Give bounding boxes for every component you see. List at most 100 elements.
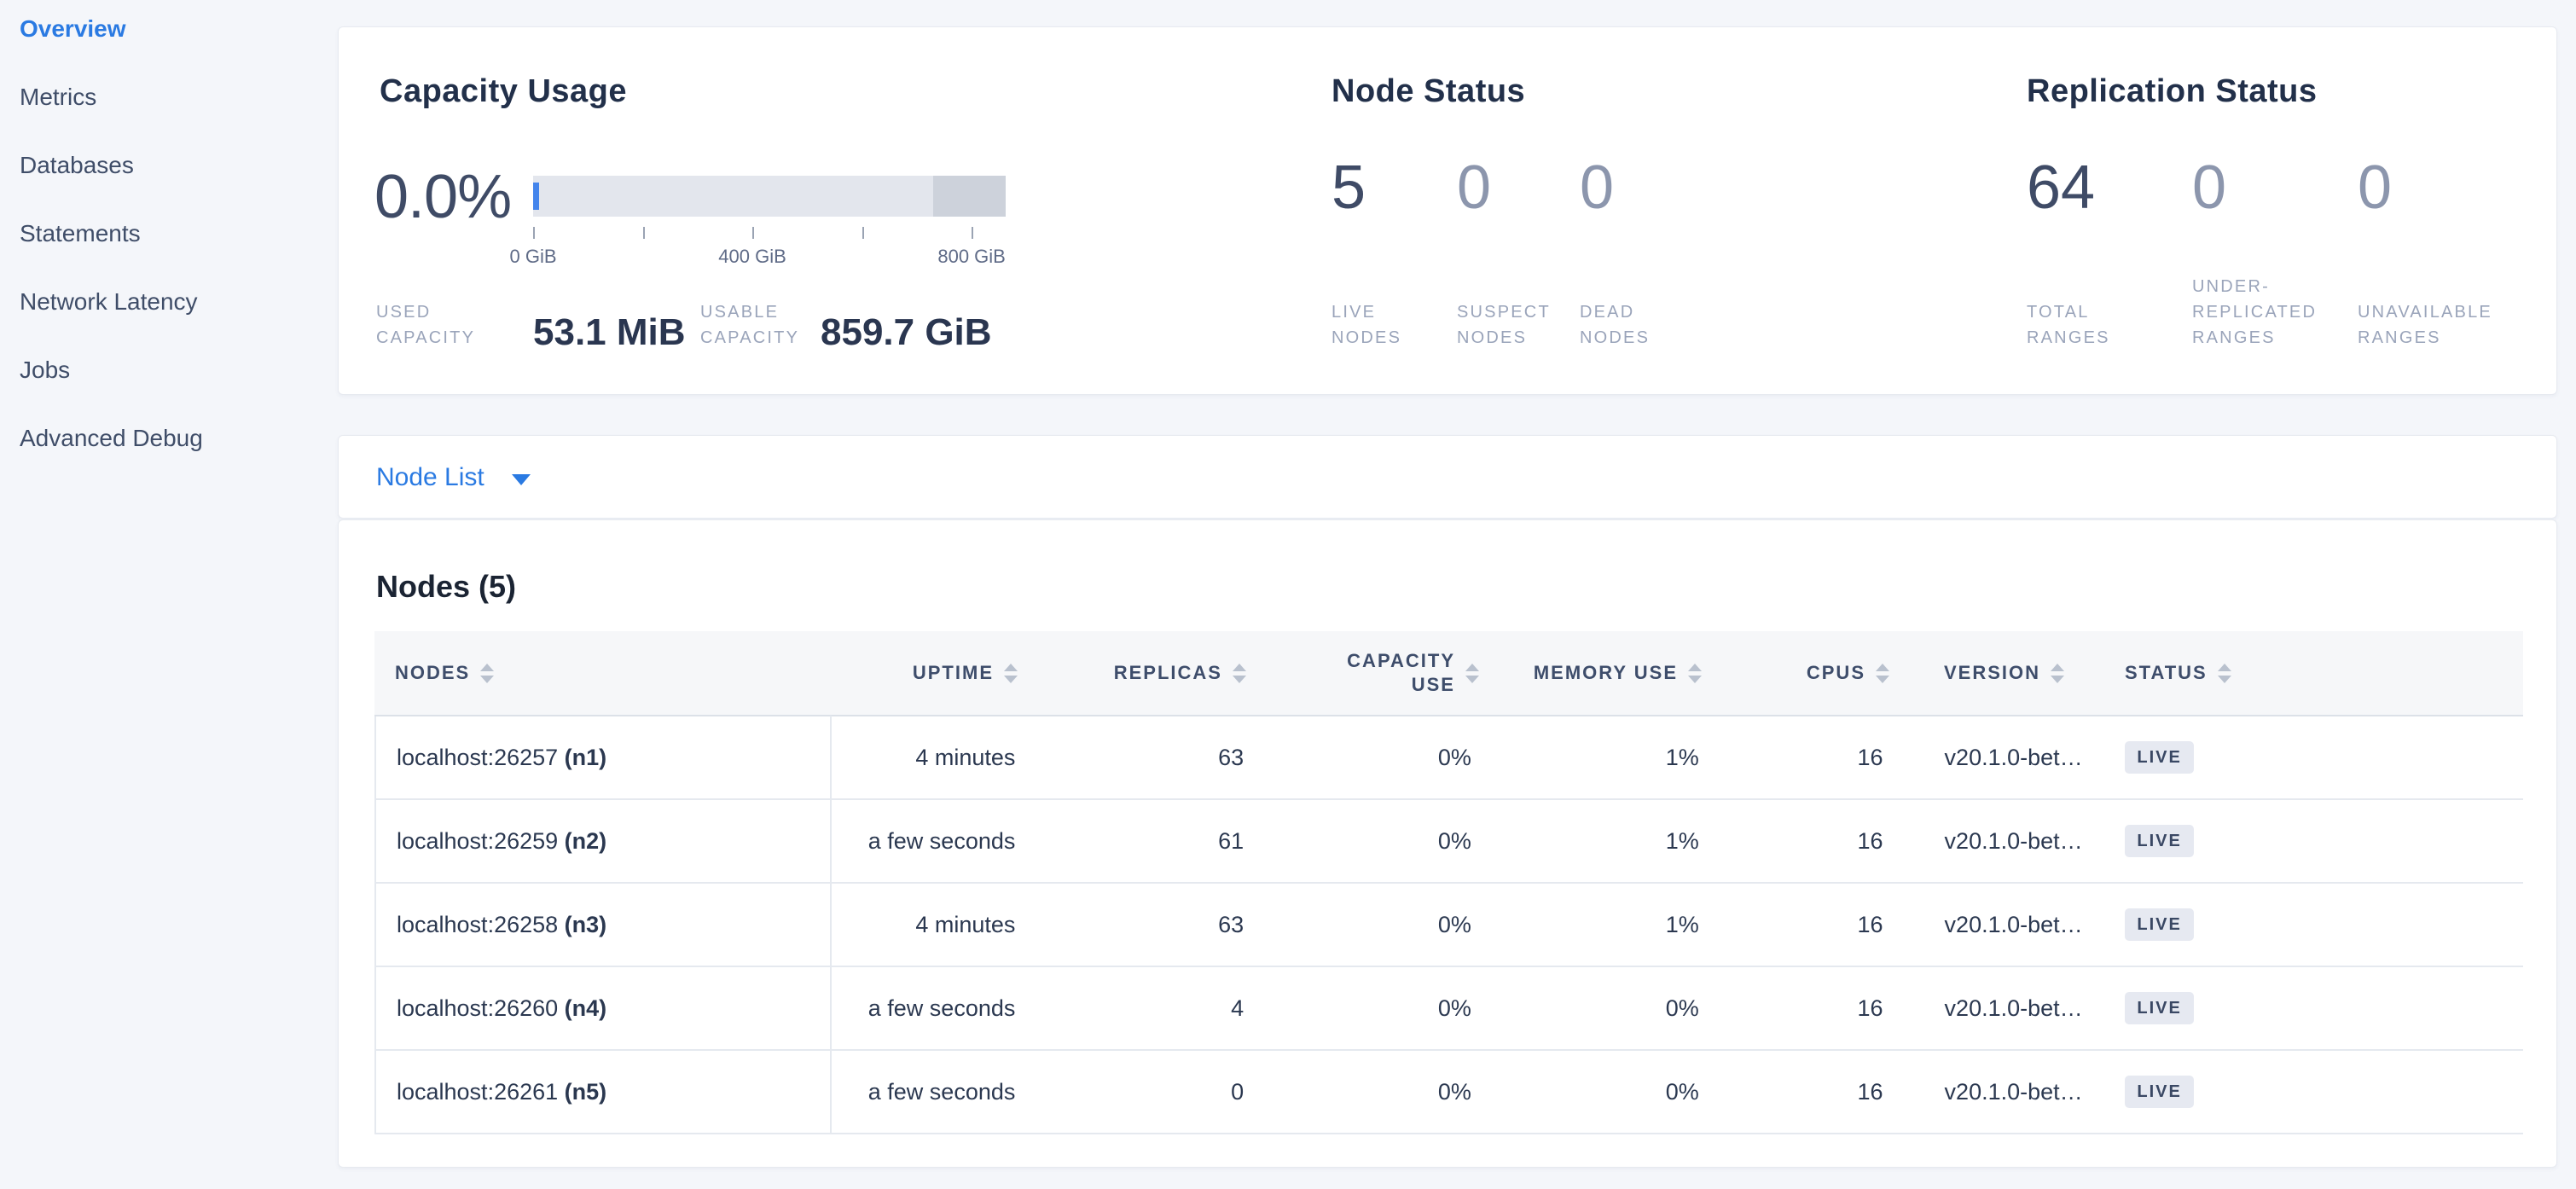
column-header-label: REPLICAS	[1113, 662, 1222, 683]
table-cell: v20.1.0-bet…	[1944, 911, 2083, 937]
table-cell: a few seconds	[829, 799, 1036, 883]
replication-stat-label: UNAVAILABLE RANGES	[2358, 303, 2492, 347]
column-header-nodes[interactable]: NODES	[374, 661, 828, 685]
table-cell: 61	[1218, 827, 1244, 854]
table-cell: LIVE	[2099, 908, 2523, 941]
capacity-stat-value: 53.1 MiB	[533, 311, 686, 353]
nodes-table: NODES UPTIME REPLICAS CAPACITY USE MEMORY US…	[374, 631, 2523, 1134]
sort-icon	[2217, 663, 2231, 683]
capacity-usage-title: Capacity Usage	[380, 73, 628, 109]
table-cell: localhost:26260 (n4)	[376, 995, 830, 1022]
gauge-tick	[533, 227, 535, 239]
node-list-bar: Node List	[338, 435, 2557, 519]
replication-stat-value: 0	[2192, 154, 2227, 222]
node-list-dropdown[interactable]: Node List	[376, 436, 531, 519]
replication-status-title: Replication Status	[2027, 73, 2318, 109]
table-cell: 0%	[1437, 827, 1471, 854]
capacity-stat-label: USABLE CAPACITY	[700, 303, 800, 347]
column-header-label: CAPACITY USE	[1347, 650, 1455, 695]
table-cell: v20.1.0-bet…	[1944, 995, 2083, 1021]
table-cell: v20.1.0-bet…	[1944, 744, 2083, 770]
table-cell: a few seconds	[829, 966, 1036, 1050]
node-row-n3[interactable]: localhost:26258 (n3) 4 minutes 63 0% 1% 16 v20…	[376, 883, 2523, 967]
node-row-n2[interactable]: localhost:26259 (n2) a few seconds 61 0% 1% 1…	[376, 799, 2523, 884]
node-row-n4[interactable]: localhost:26260 (n4) a few seconds 4 0% 0% 16…	[376, 966, 2523, 1051]
gauge-tick-label: 0 GiB	[509, 246, 557, 267]
status-badge: LIVE	[2125, 1076, 2194, 1108]
gauge-tick-label: 800 GiB	[937, 246, 1006, 267]
status-badge: LIVE	[2125, 992, 2194, 1024]
node-row-n5[interactable]: localhost:26261 (n5) a few seconds 0 0% 0% 16…	[376, 1050, 2523, 1134]
nodes-panel: Nodes (5) NODES UPTIME REPLICAS CAPACITY US…	[338, 519, 2557, 1168]
table-cell: localhost:26259 (n2)	[376, 828, 830, 855]
table-cell: LIVE	[2099, 825, 2523, 857]
sidebar-item-advanced-debug[interactable]: Advanced Debug	[20, 425, 203, 451]
column-header-label: STATUS	[2125, 662, 2208, 683]
sidebar-item-databases[interactable]: Databases	[20, 152, 134, 178]
column-header-version[interactable]: VERSION	[1903, 661, 2099, 685]
node-id: (n5)	[564, 1078, 607, 1105]
table-cell: v20.1.0-bet…	[1944, 1078, 2083, 1105]
capacity-stat-label: USED CAPACITY	[376, 303, 476, 347]
table-cell: 16	[1857, 744, 1883, 770]
node-id: (n2)	[564, 827, 607, 854]
capacity-stat-value: 859.7 GiB	[821, 311, 992, 353]
replication-stat-label: UNDER- REPLICATED RANGES	[2192, 277, 2318, 347]
node-id: (n4)	[564, 995, 607, 1021]
column-header-capacity-use[interactable]: CAPACITY USE	[1263, 649, 1491, 697]
column-header-replicas[interactable]: REPLICAS	[1035, 661, 1263, 685]
table-cell: 4	[1231, 995, 1244, 1021]
table-cell: 0%	[1665, 1078, 1699, 1105]
replication-stat-label: TOTAL RANGES	[2027, 303, 2110, 347]
table-cell: 16	[1857, 1078, 1883, 1105]
sidebar-item-metrics[interactable]: Metrics	[20, 84, 97, 110]
column-header-uptime[interactable]: UPTIME	[828, 661, 1035, 685]
sort-icon	[480, 663, 495, 683]
sort-icon	[1465, 663, 1479, 683]
sidebar-item-network-latency[interactable]: Network Latency	[20, 288, 198, 315]
replication-stat-value: 64	[2027, 154, 2096, 222]
node-row-n1[interactable]: localhost:26257 (n1) 4 minutes 63 0% 1% 16 v20…	[376, 716, 2523, 800]
capacity-gauge	[533, 176, 1006, 217]
table-cell: 1%	[1665, 911, 1699, 937]
table-cell: localhost:26258 (n3)	[376, 912, 830, 938]
node-status-stat-value: 0	[1580, 154, 1615, 222]
sort-icon	[1876, 663, 1889, 683]
sidebar-item-statements[interactable]: Statements	[20, 220, 141, 246]
column-header-cpus[interactable]: CPUS	[1719, 661, 1903, 685]
table-cell: 0	[1231, 1078, 1244, 1105]
status-badge: LIVE	[2125, 741, 2194, 774]
column-header-label: MEMORY USE	[1533, 662, 1678, 683]
node-address: localhost:26258 (n3)	[397, 911, 607, 937]
node-address: localhost:26261 (n5)	[397, 1078, 607, 1105]
node-address: localhost:26257 (n1)	[397, 744, 607, 770]
table-cell: 0%	[1665, 995, 1699, 1021]
gauge-tick	[642, 227, 645, 239]
sidebar-item-overview[interactable]: Overview	[20, 15, 126, 42]
nodes-table-header: NODES UPTIME REPLICAS CAPACITY USE MEMORY US…	[374, 631, 2523, 716]
table-cell: 16	[1857, 911, 1883, 937]
node-status-title: Node Status	[1332, 73, 1526, 109]
column-header-label: NODES	[395, 662, 471, 683]
capacity-gauge-used-marker	[533, 183, 539, 210]
column-header-label: VERSION	[1944, 662, 2041, 683]
sidebar-item-jobs[interactable]: Jobs	[20, 357, 71, 383]
node-address: localhost:26259 (n2)	[397, 827, 607, 854]
sort-icon	[1004, 663, 1018, 683]
column-header-memory-use[interactable]: MEMORY USE	[1491, 661, 1719, 685]
gauge-tick	[862, 227, 864, 239]
node-list-dropdown-label: Node List	[376, 463, 484, 491]
gauge-tick	[752, 227, 755, 239]
node-address: localhost:26260 (n4)	[397, 995, 607, 1021]
sort-icon	[2051, 663, 2065, 683]
node-status-stat-label: DEAD NODES	[1580, 303, 1651, 347]
table-cell: 1%	[1665, 744, 1699, 770]
column-header-status[interactable]: STATUS	[2099, 661, 2523, 685]
table-cell: localhost:26261 (n5)	[376, 1079, 830, 1105]
table-cell: 4 minutes	[829, 716, 1036, 799]
table-cell: 4 minutes	[829, 883, 1036, 966]
gauge-tick	[972, 227, 974, 239]
node-status-stat-value: 0	[1457, 154, 1492, 222]
replication-stat-value: 0	[2358, 154, 2393, 222]
sidebar: Overview Metrics Databases Statements Networ…	[0, 0, 324, 1189]
